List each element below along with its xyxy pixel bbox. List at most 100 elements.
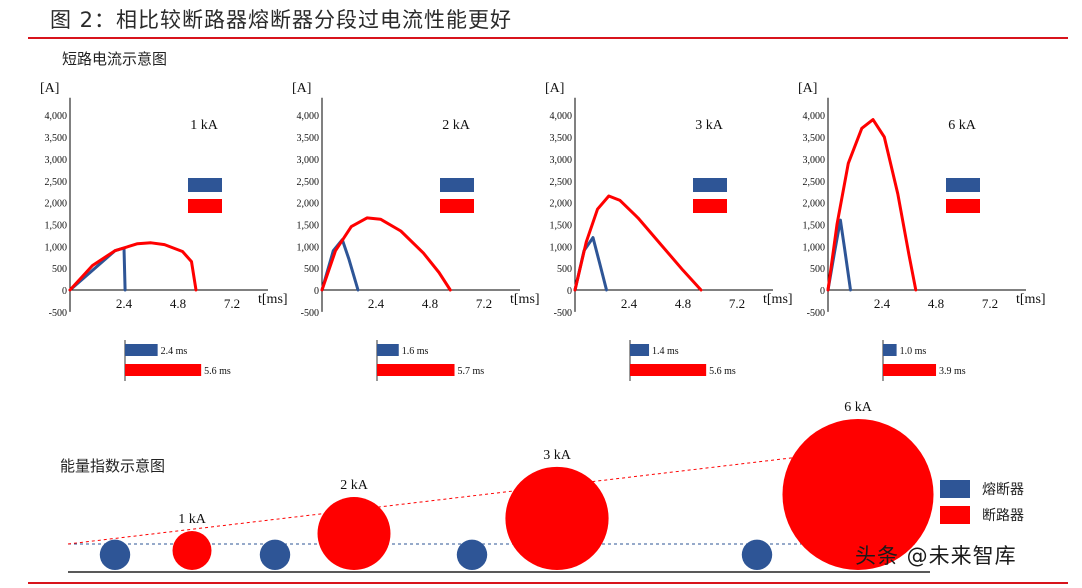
x-tick-label: 2.4 [368, 296, 385, 311]
y-tick-label: -500 [554, 308, 572, 319]
y-tick-label: 0 [62, 286, 67, 297]
energy-current-label: 3 kA [543, 448, 572, 463]
y-tick-label: 3,000 [45, 155, 68, 166]
breaker-current-line-2 [320, 216, 452, 292]
y-tick-label: 500 [557, 264, 572, 275]
fuse-duration-bar-4 [883, 344, 897, 356]
duration-label: 5.6 ms [709, 366, 736, 377]
y-tick-label: 0 [567, 286, 572, 297]
breaker-duration-bar-2 [377, 364, 455, 376]
fuse-energy-circle [741, 539, 773, 570]
energy-current-label: 1 kA [178, 512, 207, 527]
x-tick-label: 7.2 [476, 296, 492, 311]
x-tick-label: 7.2 [729, 296, 745, 311]
x-tick-label: 2.4 [874, 296, 891, 311]
breaker-duration-bar-4 [883, 364, 937, 376]
fuse-duration-bar-1 [125, 344, 158, 356]
y-tick-label: 3,000 [297, 155, 320, 166]
y-tick-label: 3,500 [550, 133, 573, 144]
fuse-duration-bar-3 [630, 344, 650, 356]
legend-breaker-swatch [693, 199, 727, 213]
breaker-current-line-4 [826, 118, 918, 292]
y-tick-label: 2,000 [45, 199, 68, 210]
y-tick-label: 3,500 [803, 133, 826, 144]
y-tick-label: 3,500 [297, 133, 320, 144]
x-tick-label: 7.2 [224, 296, 240, 311]
y-tick-label: 4,000 [803, 111, 826, 122]
y-axis-label: [A] [292, 81, 311, 96]
energy-legend-fuse-label: 熔断器 [982, 482, 1024, 498]
breaker-energy-circle [172, 531, 212, 570]
duration-label: 1.6 ms [402, 346, 429, 357]
y-tick-label: 1,000 [803, 242, 826, 253]
legend-breaker-swatch [188, 199, 222, 213]
y-tick-label: 1,500 [297, 220, 320, 231]
y-tick-label: 1,500 [45, 220, 68, 231]
current-label: 2 kA [442, 118, 471, 133]
legend-fuse-swatch [440, 178, 474, 192]
current-label: 6 kA [948, 118, 977, 133]
fuse-energy-circle [99, 539, 131, 570]
energy-legend-breaker-swatch [940, 506, 970, 524]
x-tick-label: 7.2 [982, 296, 998, 311]
y-tick-label: 2,500 [550, 177, 573, 188]
energy-current-label: 6 kA [844, 400, 873, 415]
legend-breaker-swatch [946, 199, 980, 213]
duration-label: 5.6 ms [204, 366, 231, 377]
y-tick-label: 0 [314, 286, 319, 297]
x-axis-label: t[ms] [763, 292, 793, 307]
y-tick-label: -500 [807, 308, 825, 319]
y-tick-label: 500 [52, 264, 67, 275]
y-tick-label: 3,500 [45, 133, 68, 144]
x-axis-label: t[ms] [510, 292, 540, 307]
y-tick-label: 0 [820, 286, 825, 297]
breaker-current-line-3 [573, 194, 703, 292]
y-tick-label: 3,000 [803, 155, 826, 166]
y-tick-label: 4,000 [550, 111, 573, 122]
breaker-trend-line [67, 449, 859, 545]
duration-label: 3.9 ms [939, 366, 966, 377]
breaker-energy-circle [505, 466, 609, 570]
x-tick-label: 2.4 [621, 296, 638, 311]
y-axis-label: [A] [40, 81, 59, 96]
legend-fuse-swatch [693, 178, 727, 192]
y-tick-label: -500 [49, 308, 67, 319]
x-tick-label: 4.8 [928, 296, 944, 311]
y-tick-label: 2,500 [297, 177, 320, 188]
x-tick-label: 2.4 [116, 296, 133, 311]
x-tick-label: 4.8 [675, 296, 691, 311]
y-tick-label: 4,000 [45, 111, 68, 122]
y-tick-label: 1,500 [550, 220, 573, 231]
legend-breaker-swatch [440, 199, 474, 213]
figure-title: 图 2：相比较断路器熔断器分段过电流性能更好 [50, 8, 513, 32]
y-tick-label: 3,000 [550, 155, 573, 166]
y-tick-label: 2,000 [297, 199, 320, 210]
legend-fuse-swatch [188, 178, 222, 192]
energy-legend-breaker-label: 断路器 [982, 508, 1024, 524]
y-tick-label: 2,500 [45, 177, 68, 188]
y-tick-label: 500 [810, 264, 825, 275]
breaker-duration-bar-3 [630, 364, 707, 376]
y-tick-label: 2,000 [803, 199, 826, 210]
current-label: 3 kA [695, 118, 724, 133]
y-axis-label: [A] [798, 81, 817, 96]
x-tick-label: 4.8 [422, 296, 438, 311]
duration-label: 2.4 ms [161, 346, 188, 357]
y-tick-label: 2,500 [803, 177, 826, 188]
legend-fuse-swatch [946, 178, 980, 192]
short-circuit-section-title: 短路电流示意图 [62, 50, 168, 68]
fuse-energy-circle [259, 539, 291, 570]
top-rule [28, 37, 1068, 39]
watermark: 头条 @未来智库 [855, 544, 1017, 568]
x-tick-label: 4.8 [170, 296, 186, 311]
y-tick-label: 2,000 [550, 199, 573, 210]
x-axis-label: t[ms] [1016, 292, 1046, 307]
breaker-duration-bar-1 [125, 364, 202, 376]
y-tick-label: 1,500 [803, 220, 826, 231]
y-tick-label: 1,000 [550, 242, 573, 253]
current-label: 1 kA [190, 118, 219, 133]
y-tick-label: 500 [304, 264, 319, 275]
breaker-current-line-1 [68, 241, 198, 292]
energy-current-label: 2 kA [340, 478, 369, 493]
